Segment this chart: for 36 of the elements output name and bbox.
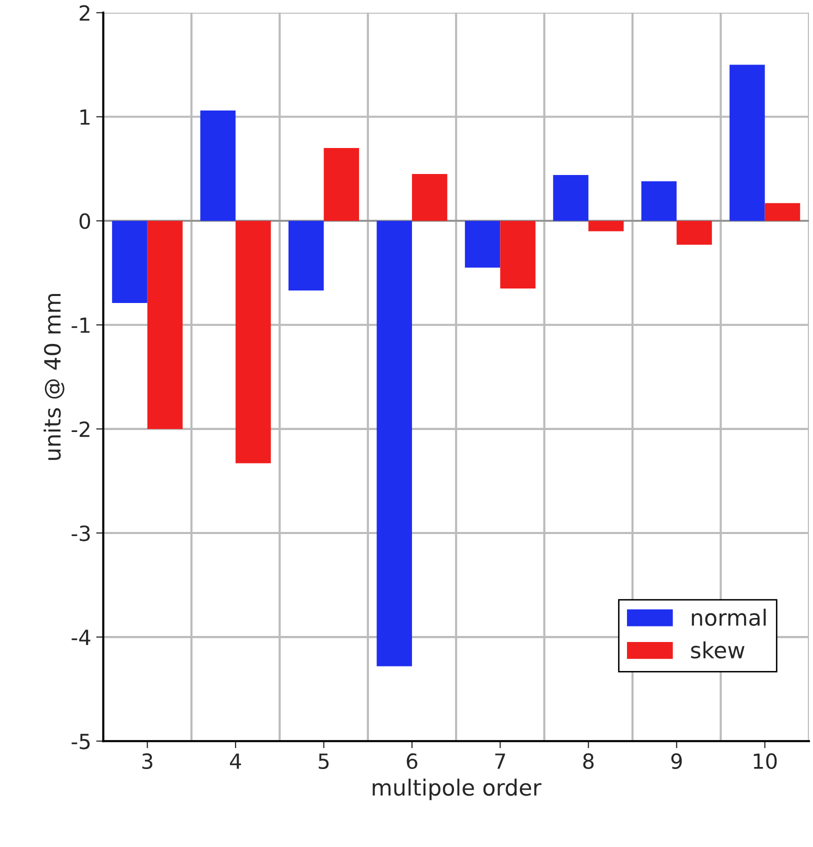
bar — [676, 220, 712, 245]
bar — [764, 203, 800, 221]
bar — [464, 220, 500, 268]
bar — [553, 175, 588, 221]
bar — [112, 220, 148, 304]
y-tick-label: -5 — [72, 734, 90, 750]
bar — [412, 174, 448, 221]
y-tick-label: -2 — [72, 421, 90, 437]
x-tick-label: 9 — [671, 753, 682, 770]
y-tick-label: -1 — [72, 318, 90, 333]
y-tick-label: 1 — [80, 109, 90, 125]
y-axis-title: units @ 40 mm — [44, 294, 64, 460]
bar — [200, 110, 236, 221]
legend-label: normal — [692, 608, 766, 626]
bar — [500, 220, 536, 288]
x-tick-label: 5 — [318, 754, 329, 770]
bar — [236, 220, 271, 464]
bar — [147, 220, 183, 429]
y-tick-label: -3 — [72, 525, 90, 542]
x-tick-label: 4 — [230, 754, 242, 769]
x-axis-title: multipole order — [372, 778, 542, 800]
x-tick-label: 8 — [583, 753, 594, 770]
x-tick-label: 6 — [406, 753, 418, 770]
y-tick-label: -4 — [72, 630, 90, 645]
bar — [641, 181, 677, 221]
bar — [324, 148, 360, 221]
x-tick-label: 3 — [142, 753, 152, 770]
y-tick-label: 0 — [80, 213, 90, 230]
bar — [730, 64, 765, 221]
y-tick-label: 2 — [80, 5, 90, 21]
x-tick-label: 7 — [495, 754, 506, 769]
bar — [376, 220, 412, 666]
legend-label: skew — [691, 641, 744, 659]
bar — [288, 220, 324, 291]
bar — [588, 220, 624, 232]
x-tick-label: 10 — [754, 753, 777, 770]
